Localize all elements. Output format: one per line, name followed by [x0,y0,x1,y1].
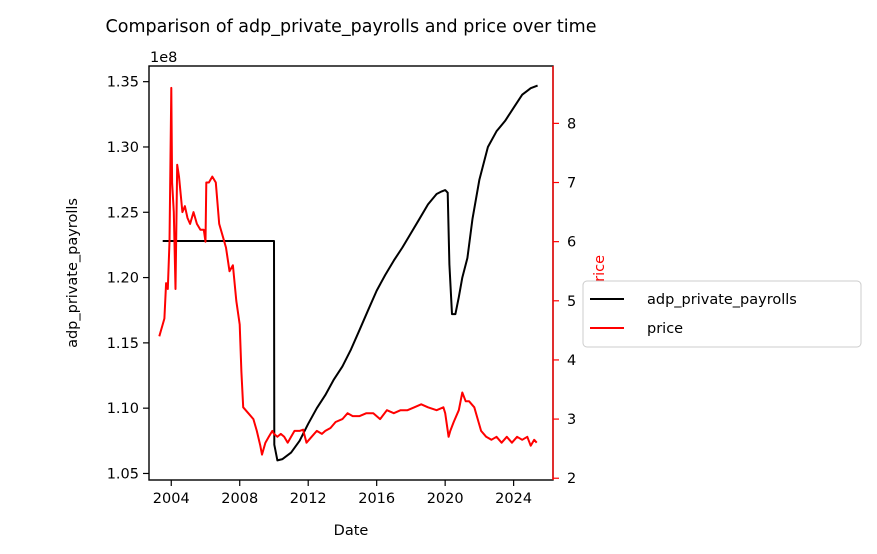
legend: adp_private_payrolls price [582,280,862,348]
x-tick-label: 2012 [290,491,327,507]
right-tick-label: 6 [567,235,576,251]
left-y-axis: 1.05 1.10 1.15 1.20 1.25 1.30 1.35 [107,75,149,482]
left-tick-label: 1.35 [107,75,139,91]
right-tick-label: 7 [567,176,576,192]
left-tick-label: 1.25 [107,205,139,221]
legend-label-price: price [647,321,683,337]
right-tick-label: 4 [567,353,576,369]
left-tick-label: 1.30 [107,140,139,156]
left-tick-label: 1.15 [107,336,139,352]
right-tick-label: 5 [567,294,576,310]
right-y-axis: 2 3 4 5 6 7 8 [553,116,576,487]
left-tick-label: 1.05 [107,466,139,482]
left-axis-offset: 1e8 [150,50,177,66]
left-y-axis-label: adp_private_payrolls [65,198,81,348]
legend-label-adp-private-payrolls: adp_private_payrolls [647,292,797,308]
x-axis-label: Date [334,523,369,539]
left-tick-label: 1.20 [107,271,139,287]
x-tick-label: 2016 [358,491,395,507]
x-tick-label: 2024 [495,491,532,507]
series-line-adp-private-payrolls [162,84,538,462]
x-tick-label: 2008 [221,491,258,507]
right-tick-label: 3 [567,412,576,428]
series-line-price [158,86,538,456]
x-axis: 2004 2008 2012 2016 2020 2024 [153,480,532,507]
plot-area [158,84,538,462]
right-tick-label: 8 [567,116,576,132]
right-tick-label: 2 [567,471,576,487]
x-tick-label: 2004 [153,491,190,507]
plot-frame [148,65,554,481]
x-tick-label: 2020 [427,491,464,507]
left-tick-label: 1.10 [107,401,139,417]
chart-title: Comparison of adp_private_payrolls and p… [106,17,597,37]
legend-box [582,280,862,348]
